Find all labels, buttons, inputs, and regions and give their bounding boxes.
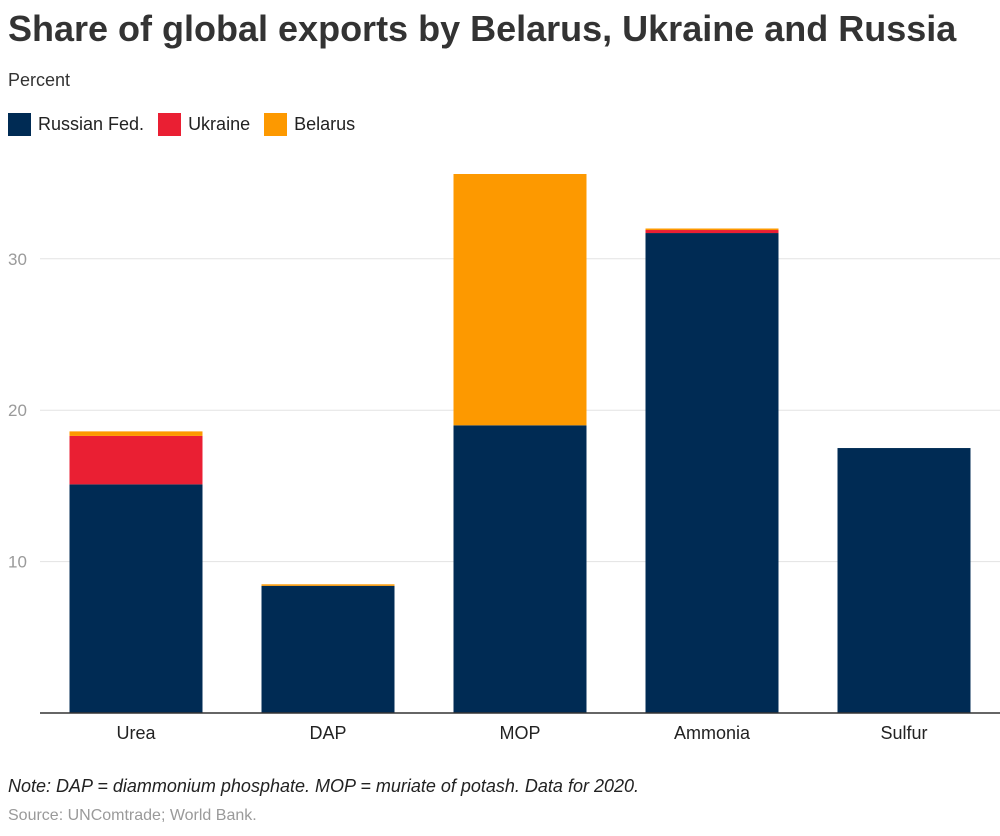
legend-item-russian-fed: Russian Fed. [8,113,144,136]
bar-dap-belarus [261,584,395,586]
y-tick-label-10: 10 [8,553,27,572]
bar-sulfur-russian-fed [837,448,971,713]
legend-swatch-russian-fed [8,113,31,136]
x-tick-label-sulfur: Sulfur [880,723,927,743]
legend-label-russian-fed: Russian Fed. [38,114,145,134]
x-tick-label-mop: MOP [499,723,540,743]
chart-note: Note: DAP = diammonium phosphate. MOP = … [8,776,639,796]
bar-mop-russian-fed [453,425,587,713]
bar-ammonia-ukraine [645,230,779,234]
legend: Russian Fed. Ukraine Belarus [8,113,369,136]
bar-ammonia-russian-fed [645,233,779,713]
chart-title: Share of global exports by Belarus, Ukra… [8,8,957,49]
legend-swatch-belarus [264,113,288,136]
chart-subtitle: Percent [8,70,71,90]
bar-urea-ukraine [69,435,203,485]
legend-label-belarus: Belarus [294,114,356,134]
legend-item-belarus: Belarus [264,113,355,136]
bar-ammonia-belarus [645,228,779,231]
bar-urea-belarus [69,431,203,436]
y-tick-label-20: 20 [8,401,27,420]
bar-mop-belarus [453,174,587,426]
chart-source: Source: UNComtrade; World Bank. [8,807,257,824]
legend-swatch-ukraine [158,113,182,136]
bar-dap-russian-fed [261,585,395,713]
x-tick-label-ammonia: Ammonia [674,723,751,743]
y-tick-label-30: 30 [8,250,27,269]
legend-label-ukraine: Ukraine [188,114,251,134]
bar-urea-russian-fed [69,484,203,713]
legend-item-ukraine: Ukraine [158,113,250,136]
bar-chart: 10 20 30 Urea DAP MOP Ammonia Sulfur [8,174,1000,743]
x-tick-label-dap: DAP [309,723,346,743]
x-tick-label-urea: Urea [116,723,156,743]
